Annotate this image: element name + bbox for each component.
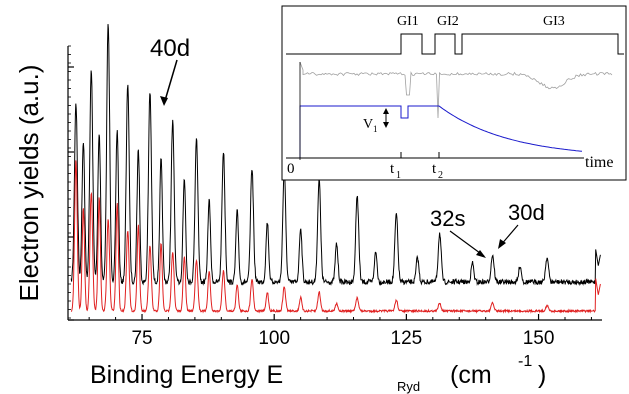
inset-voltage-trace <box>299 105 583 158</box>
time-marker-t2-sub: 2 <box>438 170 443 181</box>
y-axis-label: Electron yields (a.u.) <box>14 65 44 302</box>
time-marker-t2: t <box>432 161 437 177</box>
annotation-32s-arrowhead <box>476 250 486 258</box>
x-axis-ticks: 75 100 125 150 <box>88 314 592 349</box>
annotation-30d-arrowhead <box>498 239 506 249</box>
time-marker-t1: t <box>390 161 395 177</box>
x-axis-label-subscript: Ryd <box>397 379 420 394</box>
pulse-label-gi3: GI3 <box>543 14 565 29</box>
y-axis-ticks <box>68 45 74 321</box>
inset-pulse-trace <box>286 33 624 55</box>
time-marker-t1-sub: 1 <box>396 170 401 181</box>
x-axis-unit-close: ) <box>538 361 546 389</box>
x-tick-label-100: 100 <box>258 328 290 349</box>
pulse-label-gi1: GI1 <box>397 14 419 29</box>
inset-time-label: time <box>585 154 613 171</box>
voltage-arrowhead-down <box>383 122 389 128</box>
spectrum-red <box>70 160 601 314</box>
x-tick-label-150: 150 <box>523 328 555 349</box>
annotation-32s: 32s <box>430 206 465 231</box>
main-plot: 75 100 125 150 Electron yields (a.u.) Bindi… <box>14 24 602 394</box>
inset-timing-diagram: GI1 GI2 GI3 time 0 t 1 t 2 V 1 <box>281 5 627 181</box>
spectrum-black <box>70 24 601 287</box>
annotation-40d-arrowhead <box>160 96 168 106</box>
inset-frame <box>281 5 627 181</box>
x-tick-label-75: 75 <box>131 328 152 349</box>
x-axis-label: Binding Energy E <box>90 361 283 389</box>
annotation-40d: 40d <box>150 35 190 62</box>
x-axis-unit-exponent: -1 <box>518 353 532 370</box>
inset-signal-trace <box>299 61 613 119</box>
voltage-label: V <box>363 117 373 132</box>
annotation-30d: 30d <box>508 200 545 225</box>
time-marker-0: 0 <box>287 161 295 177</box>
x-axis-unit: (cm <box>450 361 492 389</box>
voltage-label-sub: 1 <box>373 124 378 134</box>
pulse-label-gi2: GI2 <box>437 14 459 29</box>
spectra-series <box>70 24 601 314</box>
x-tick-label-125: 125 <box>391 328 423 349</box>
annotation-32s-arrow <box>449 230 485 257</box>
annotation-40d-arrow <box>163 59 178 105</box>
voltage-arrowhead-up <box>383 108 389 114</box>
